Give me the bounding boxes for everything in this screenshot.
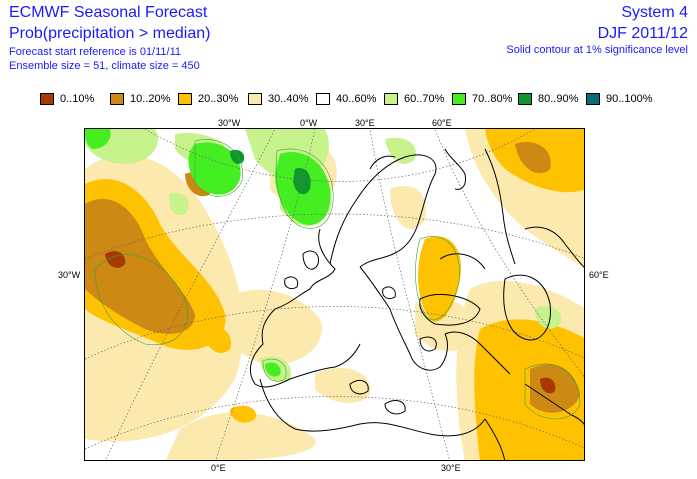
ensemble-size: Ensemble size = 51, climate size = 450 bbox=[9, 60, 200, 72]
shade-80-90 bbox=[230, 149, 311, 195]
lon-tick-30e-top: 30°E bbox=[355, 118, 375, 128]
shade-0-10 bbox=[105, 251, 556, 394]
lon-tick-0w-top: 0°W bbox=[300, 118, 318, 128]
map-canvas bbox=[85, 129, 584, 460]
period-label: DJF 2011/12 bbox=[597, 25, 688, 42]
legend-label: 20..30% bbox=[198, 93, 239, 105]
legend-label: 90..100% bbox=[606, 93, 653, 105]
legend-swatch bbox=[452, 93, 466, 105]
lat-tick-left: 30°W bbox=[58, 270, 81, 280]
system-label: System 4 bbox=[621, 4, 688, 21]
legend-label: 40..60% bbox=[336, 93, 377, 105]
lon-tick-60e-top: 60°E bbox=[432, 118, 452, 128]
legend-swatch bbox=[518, 93, 532, 105]
legend-label: 30..40% bbox=[268, 93, 309, 105]
legend-swatch bbox=[248, 93, 262, 105]
map-subtitle: Prob(precipitation > median) bbox=[9, 25, 211, 42]
coastlines bbox=[250, 148, 584, 460]
legend-swatch bbox=[110, 93, 124, 105]
graticule bbox=[85, 129, 584, 460]
lon-tick-30w-top: 30°W bbox=[218, 118, 241, 128]
legend-label: 80..90% bbox=[538, 93, 579, 105]
map-title: ECMWF Seasonal Forecast bbox=[9, 4, 208, 21]
significance-contours bbox=[94, 139, 581, 420]
lat-tick-right: 60°E bbox=[589, 270, 609, 280]
legend-label: 70..80% bbox=[472, 93, 513, 105]
legend-swatch bbox=[178, 93, 192, 105]
lon-tick-30e-bottom: 30°E bbox=[441, 463, 461, 473]
forecast-start-reference: Forecast start reference is 01/11/11 bbox=[9, 46, 182, 58]
probability-map bbox=[84, 128, 585, 461]
legend-label: 10..20% bbox=[130, 93, 171, 105]
legend-swatch bbox=[316, 93, 330, 105]
legend-swatch bbox=[384, 93, 398, 105]
contour-note: Solid contour at 1% significance level bbox=[506, 44, 688, 56]
legend-label: 60..70% bbox=[404, 93, 445, 105]
legend-swatch bbox=[586, 93, 600, 105]
legend-label: 0..10% bbox=[60, 93, 95, 105]
legend-swatch bbox=[40, 93, 54, 105]
lon-tick-0e-bottom: 0°E bbox=[211, 463, 226, 473]
